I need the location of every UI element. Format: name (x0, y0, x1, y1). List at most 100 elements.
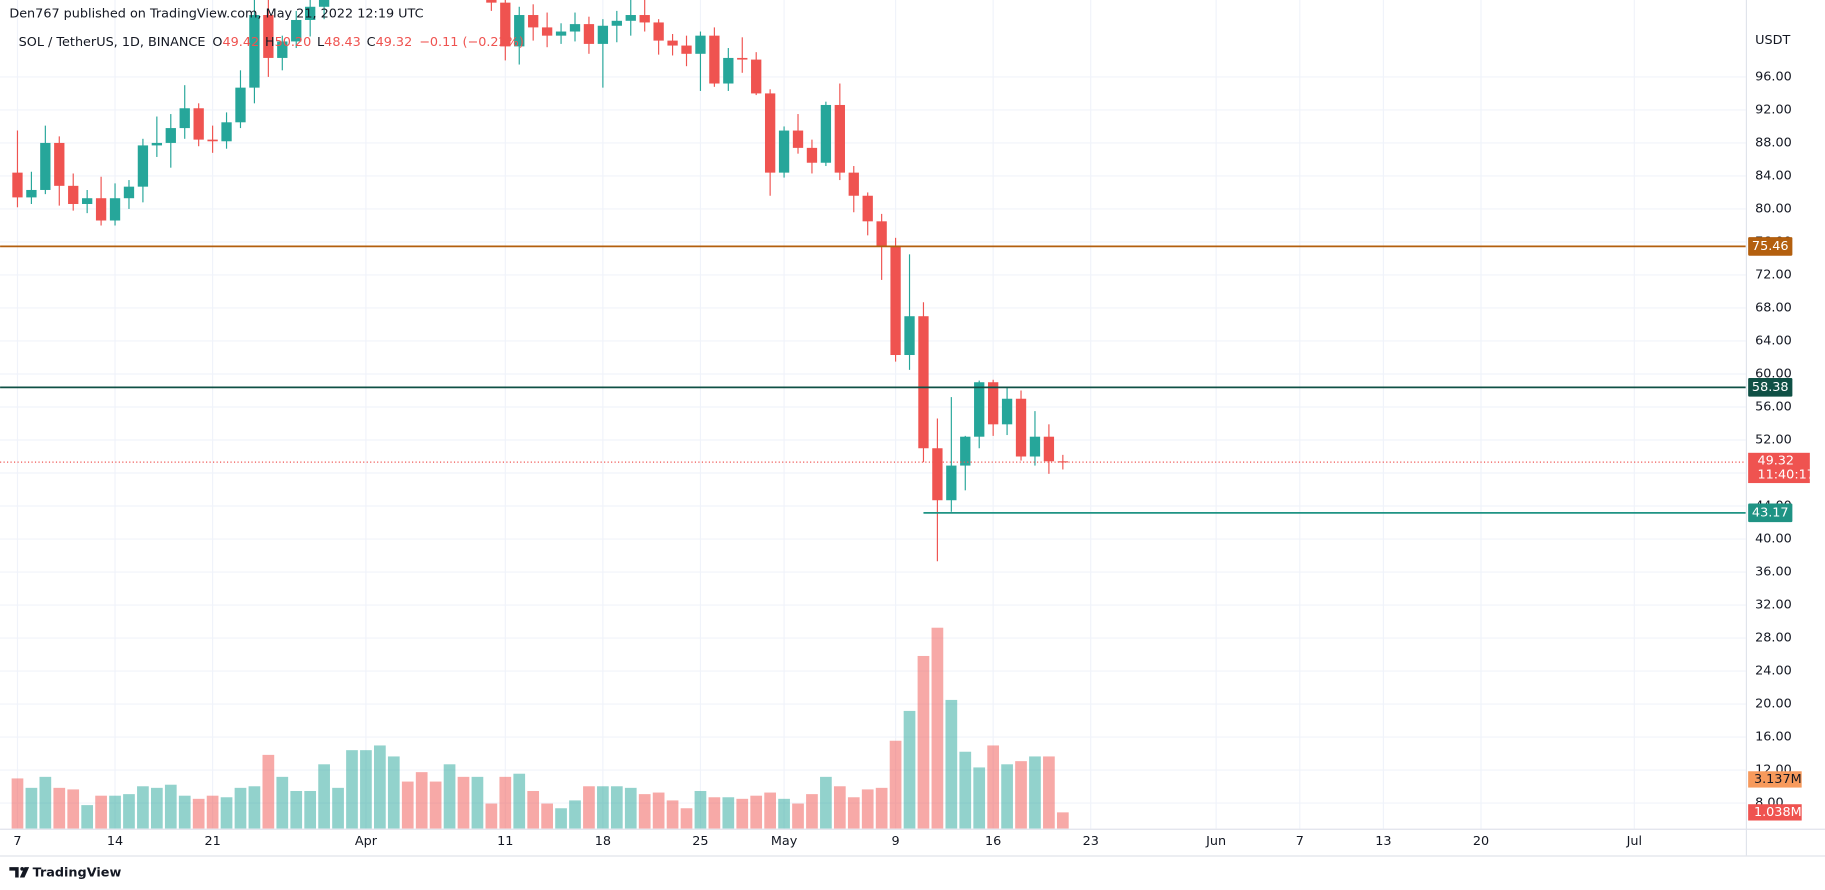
ohlc-key: O (212, 34, 222, 49)
volume-last-label: 1.038M (1754, 805, 1802, 820)
logo (9, 866, 30, 878)
candle-body (597, 25, 609, 44)
candle-body (764, 93, 776, 173)
y-tick-label: 56.00 (1755, 399, 1792, 414)
candle-body (709, 35, 720, 84)
candle-body (667, 40, 678, 46)
y-tick-label: 24.00 (1755, 664, 1792, 679)
candle-body (820, 104, 832, 163)
x-tick-label: 21 (204, 834, 220, 849)
candle-body (123, 186, 135, 199)
volume-bar (778, 798, 790, 829)
x-tick-label: 9 (892, 834, 900, 849)
volume-bar (457, 776, 470, 829)
candle-body (1043, 436, 1055, 462)
candle-body (193, 108, 204, 140)
volume-bar (360, 750, 372, 829)
volume-ma-label: 3.137M (1754, 772, 1802, 787)
plot-area (0, 0, 1746, 829)
x-tick-label: 7 (1296, 834, 1304, 849)
volume-bar (694, 790, 707, 829)
volume-bar (346, 750, 358, 829)
volume-bar (541, 803, 553, 829)
volume-bar (443, 764, 456, 829)
volume-bar (304, 790, 317, 829)
candle-body (555, 31, 567, 36)
volume-bar (708, 797, 721, 829)
candle-body (514, 15, 525, 47)
volume-bar (137, 786, 149, 829)
candle-body (848, 172, 859, 196)
candle-body (876, 221, 887, 247)
candle-body (583, 24, 595, 44)
candle-body (541, 27, 553, 36)
x-tick-label: 14 (107, 834, 123, 849)
volume-bar (178, 795, 191, 829)
volume-bar (1001, 764, 1013, 829)
volume-bar (736, 798, 749, 829)
candle-body (723, 57, 734, 84)
candle-body (960, 436, 971, 466)
y-tick-label: 16.00 (1755, 730, 1792, 745)
candle-body (221, 122, 232, 142)
ohlc-value: 49.32 (376, 34, 413, 49)
candle-body (235, 87, 246, 123)
x-tick-label: 7 (13, 834, 21, 849)
x-tick-label: Apr (355, 834, 378, 849)
y-tick-label: 32.00 (1755, 598, 1792, 613)
y-tick-label: 28.00 (1755, 631, 1792, 646)
candle-body (179, 108, 190, 129)
y-tick-label: 92.00 (1755, 102, 1792, 117)
candle-body (751, 59, 762, 94)
volume-bar (109, 795, 121, 829)
volume-bar (847, 797, 860, 829)
y-tick-label: 68.00 (1755, 300, 1792, 315)
volume-bar (499, 776, 512, 829)
ohlc-value: 48.43 (324, 34, 361, 49)
candle-body (500, 2, 511, 47)
volume-bar (401, 781, 414, 829)
volume-bar (1056, 812, 1069, 829)
volume-ma-bg (1748, 771, 1802, 788)
volume-bar (792, 803, 804, 829)
volume-bar (248, 786, 261, 829)
volume-bar (220, 797, 233, 829)
candle-body (932, 448, 943, 501)
volume-bar (583, 786, 595, 829)
volume-bar (931, 627, 944, 829)
candle-body (890, 246, 901, 356)
volume-bar (11, 778, 24, 829)
volume-bar (569, 800, 581, 829)
volume-bar (555, 808, 567, 829)
candle-body (695, 35, 706, 54)
volume-bar (67, 789, 80, 829)
candle-body (653, 22, 664, 41)
y-tick-label: 40.00 (1755, 532, 1792, 547)
volume-bar (471, 776, 484, 829)
volume-bar (81, 805, 94, 829)
y-tick-label: 96.00 (1755, 69, 1792, 84)
published-note: Den767 published on TradingView.com, May… (9, 6, 423, 21)
volume-bar (680, 808, 693, 829)
candle-body (987, 382, 999, 425)
level-label-bg (1748, 503, 1793, 523)
volume-bar (527, 790, 540, 829)
volume-bar (861, 789, 874, 829)
candle-body (569, 24, 581, 32)
volume-bar (973, 767, 986, 829)
candle-body (806, 147, 818, 163)
y-tick-label: 84.00 (1755, 168, 1792, 183)
x-tick-label: 25 (692, 834, 708, 849)
ohlc: O49.42 H50.20 L48.43 C49.32 (212, 34, 412, 49)
candle-body (1057, 461, 1068, 463)
x-tick-label: Jun (1205, 834, 1226, 849)
volume-bar (987, 745, 1000, 829)
volume-bar (1029, 756, 1041, 829)
x-tick-label: 13 (1375, 834, 1391, 849)
level-label-bg (1748, 378, 1793, 397)
volume-bar (610, 786, 623, 829)
level-label-bg (1748, 237, 1793, 256)
candle-body (151, 142, 163, 146)
volume-bar (597, 786, 609, 829)
